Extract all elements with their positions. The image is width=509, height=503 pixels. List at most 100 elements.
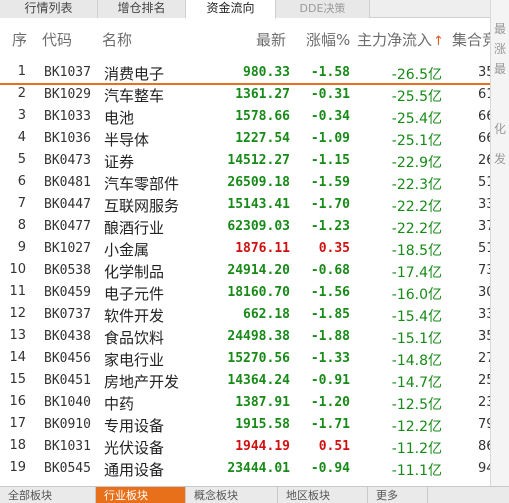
tab-position-rank[interactable]: 增仓排名 xyxy=(98,0,186,18)
table-row[interactable]: 2 BK1029 汽车整车 1361.27 -0.31 -25.5亿 61 xyxy=(0,84,490,106)
row-code: BK1029 xyxy=(44,87,91,102)
row-change: -1.56 xyxy=(310,285,350,300)
row-auction: 51 xyxy=(478,241,490,256)
row-code: BK0477 xyxy=(44,219,91,234)
row-index: 18 xyxy=(9,438,26,453)
row-auction: 86 xyxy=(478,439,490,454)
row-auction: 35 xyxy=(478,65,490,80)
table-row[interactable]: 16 BK1040 中药 1387.91 -1.20 -12.5亿 23 xyxy=(0,392,490,414)
row-index: 4 xyxy=(17,130,26,145)
row-change: -0.34 xyxy=(310,109,350,124)
bottom-tab-all[interactable]: 全部板块 xyxy=(0,487,96,503)
row-code: BK0459 xyxy=(44,285,91,300)
row-auction: 27 xyxy=(478,351,490,366)
row-code: BK1033 xyxy=(44,109,91,124)
row-auction: 94 xyxy=(478,461,490,476)
row-code: BK1037 xyxy=(44,65,91,80)
bottom-tab-region[interactable]: 地区板块 xyxy=(278,487,368,503)
table-row[interactable]: 4 BK1036 半导体 1227.54 -1.09 -25.1亿 66 xyxy=(0,128,490,150)
row-main-inflow: -25.5亿 xyxy=(391,89,442,105)
table-row[interactable]: 17 BK0910 专用设备 1915.58 -1.71 -12.2亿 79 xyxy=(0,414,490,436)
header-price[interactable]: 最新 xyxy=(256,31,287,49)
header-index[interactable]: 序 xyxy=(12,31,28,49)
bottom-tab-concept[interactable]: 概念板块 xyxy=(186,487,278,503)
table-row[interactable]: 12 BK0737 软件开发 662.18 -1.85 -15.4亿 33 xyxy=(0,304,490,326)
row-name: 食品饮料 xyxy=(104,329,165,347)
tab-quote-list[interactable]: 行情列表 xyxy=(0,0,98,18)
row-code: BK0438 xyxy=(44,329,91,344)
row-change: -0.68 xyxy=(310,263,350,278)
row-change: -1.20 xyxy=(310,395,350,410)
row-price: 15270.56 xyxy=(227,351,290,366)
row-price: 1387.91 xyxy=(235,395,290,410)
row-name: 电子元件 xyxy=(104,285,165,303)
row-price: 62309.03 xyxy=(227,219,290,234)
row-code: BK0545 xyxy=(44,461,91,476)
row-price: 24914.20 xyxy=(227,263,290,278)
table-row[interactable]: 18 BK1031 光伏设备 1944.19 0.51 -11.2亿 86 xyxy=(0,436,490,458)
row-main-inflow: -22.2亿 xyxy=(391,221,442,237)
table-row[interactable]: 6 BK0481 汽车零部件 26509.18 -1.59 -22.3亿 51 xyxy=(0,172,490,194)
row-index: 2 xyxy=(17,86,26,101)
table-row[interactable]: 11 BK0459 电子元件 18160.70 -1.56 -16.0亿 30 xyxy=(0,282,490,304)
tab-fund-flow[interactable]: 资金流向 xyxy=(186,0,276,19)
row-code: BK0481 xyxy=(44,175,91,190)
row-name: 专用设备 xyxy=(104,417,165,435)
row-auction: 33 xyxy=(478,197,490,212)
table-row[interactable]: 15 BK0451 房地产开发 14364.24 -0.91 -14.7亿 25 xyxy=(0,370,490,392)
tab-dde[interactable]: DDE决策 xyxy=(276,0,370,18)
table-row[interactable]: 19 BK0545 通用设备 23444.01 -0.94 -11.1亿 94 xyxy=(0,458,490,480)
row-name: 中药 xyxy=(104,395,135,413)
table-row[interactable]: 7 BK0447 互联网服务 15143.41 -1.70 -22.2亿 33 xyxy=(0,194,490,216)
table-row[interactable]: 3 BK1033 电池 1578.66 -0.34 -25.4亿 66 xyxy=(0,106,490,128)
row-auction: 51 xyxy=(478,175,490,190)
row-name: 汽车整车 xyxy=(104,87,165,105)
side-glyph: 最 xyxy=(494,22,507,36)
table-row[interactable]: 13 BK0438 食品饮料 24498.38 -1.88 -15.1亿 35 xyxy=(0,326,490,348)
header-change[interactable]: 涨幅% xyxy=(306,31,351,49)
row-main-inflow: -22.2亿 xyxy=(391,199,442,215)
row-price: 1361.27 xyxy=(235,87,290,102)
top-tab-bar: 行情列表 增仓排名 资金流向 DDE决策 xyxy=(0,0,490,19)
header-main-inflow[interactable]: 主力净流入↑ xyxy=(357,29,444,50)
row-price: 14512.27 xyxy=(227,153,290,168)
row-index: 13 xyxy=(9,328,26,343)
row-code: BK0456 xyxy=(44,351,91,366)
table-row[interactable]: 14 BK0456 家电行业 15270.56 -1.33 -14.8亿 27 xyxy=(0,348,490,370)
table-row[interactable]: 1 BK1037 消费电子 980.33 -1.58 -26.5亿 35 xyxy=(0,62,490,84)
row-main-inflow: -17.4亿 xyxy=(391,265,442,281)
row-main-inflow: -25.1亿 xyxy=(391,133,442,149)
table-row[interactable]: 8 BK0477 酿酒行业 62309.03 -1.23 -22.2亿 37 xyxy=(0,216,490,238)
row-main-inflow: -11.2亿 xyxy=(391,441,442,457)
row-change: -1.59 xyxy=(310,175,350,190)
table-row[interactable]: 10 BK0538 化学制品 24914.20 -0.68 -17.4亿 73 xyxy=(0,260,490,282)
row-change: -1.71 xyxy=(310,417,350,432)
row-price: 26509.18 xyxy=(227,175,290,190)
header-auction[interactable]: 集合竞 xyxy=(452,31,498,49)
side-glyph: 化 xyxy=(494,122,507,136)
table-row[interactable]: 5 BK0473 证券 14512.27 -1.15 -22.9亿 26 xyxy=(0,150,490,172)
row-auction: 79 xyxy=(478,417,490,432)
table-row[interactable]: 9 BK1027 小金属 1876.11 0.35 -18.5亿 51 xyxy=(0,238,490,260)
row-name: 软件开发 xyxy=(104,307,165,325)
row-price: 1915.58 xyxy=(235,417,290,432)
row-price: 1227.54 xyxy=(235,131,290,146)
bottom-tab-more[interactable]: 更多 xyxy=(368,487,428,503)
row-index: 11 xyxy=(9,284,26,299)
row-auction: 23 xyxy=(478,395,490,410)
row-auction: 25 xyxy=(478,373,490,388)
header-code[interactable]: 代码 xyxy=(42,31,73,49)
bottom-tab-industry[interactable]: 行业板块 xyxy=(96,487,186,503)
row-price: 1876.11 xyxy=(235,241,290,256)
row-main-inflow: -15.4亿 xyxy=(391,309,442,325)
row-auction: 33 xyxy=(478,307,490,322)
row-change: -1.58 xyxy=(310,65,350,80)
row-index: 6 xyxy=(17,174,26,189)
header-name[interactable]: 名称 xyxy=(102,31,133,49)
row-index: 19 xyxy=(9,460,26,475)
row-change: -1.88 xyxy=(310,329,350,344)
row-price: 1578.66 xyxy=(235,109,290,124)
side-panel-edge: 最 涨 最 化 发 xyxy=(490,0,509,486)
row-code: BK1027 xyxy=(44,241,91,256)
